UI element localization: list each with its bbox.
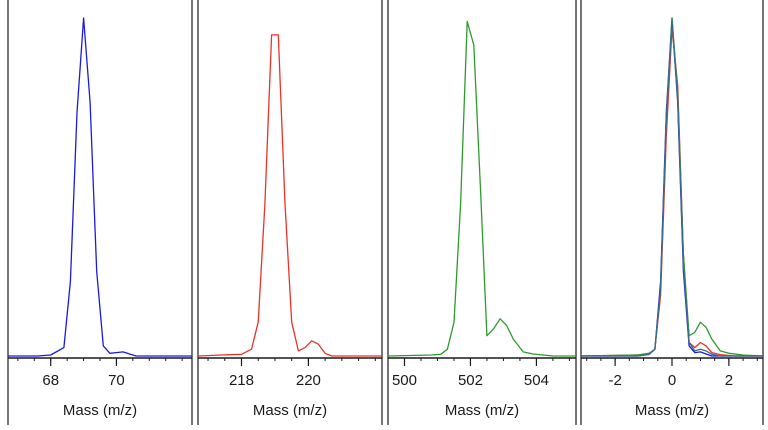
series-line-2 xyxy=(580,27,763,357)
x-axis-title: Mass (m/z) xyxy=(445,402,519,419)
chart-panel-1: 68 70 Mass (m/z) xyxy=(7,0,193,425)
series-line-3 xyxy=(580,17,764,357)
x-tick-label: 220 xyxy=(296,372,321,389)
series-line-1 xyxy=(581,17,763,357)
x-axis-title: Mass (m/z) xyxy=(253,402,327,419)
series-line-4 xyxy=(581,20,763,357)
x-tick-label: 2 xyxy=(725,372,733,389)
chart-panel-2: 218 220 Mass (m/z) xyxy=(197,0,383,425)
x-tick-label: 70 xyxy=(108,372,125,389)
x-tick-label: 218 xyxy=(229,372,254,389)
x-axis-title: Mass (m/z) xyxy=(635,402,709,419)
x-tick-label: 504 xyxy=(524,372,549,389)
x-tick-label: 502 xyxy=(458,372,483,389)
series-line-1 xyxy=(197,34,382,357)
x-tick-label: 0 xyxy=(668,372,676,389)
chart-panel-3: 500 502 504 Mass (m/z) xyxy=(387,0,577,425)
x-axis-title: Mass (m/z) xyxy=(63,402,137,419)
chart-panel-4: -2 0 2 Mass (m/z) xyxy=(580,0,764,425)
x-tick-label: -2 xyxy=(608,372,621,389)
x-tick-label: 68 xyxy=(42,372,59,389)
series-line-1 xyxy=(387,20,576,357)
x-tick-label: 500 xyxy=(392,372,417,389)
series-line-1 xyxy=(8,17,192,357)
